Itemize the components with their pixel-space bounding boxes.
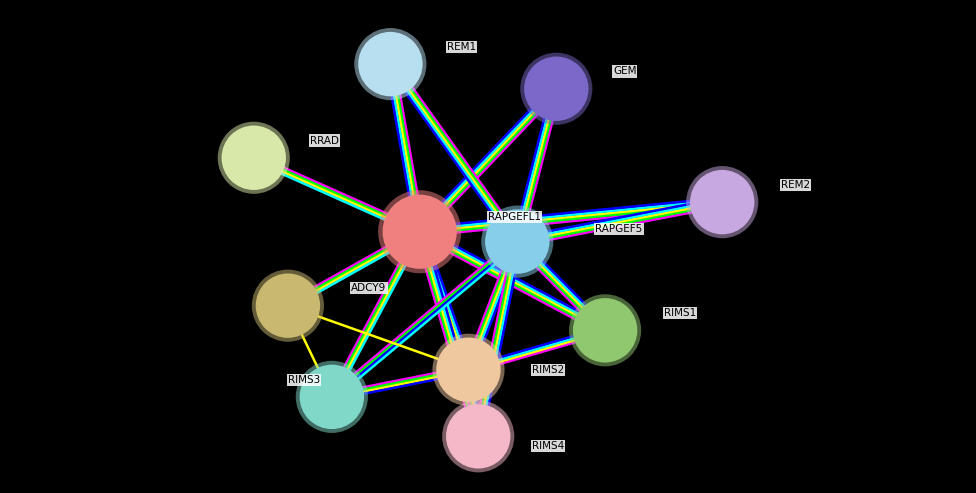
Circle shape	[300, 365, 364, 429]
Text: RIMS4: RIMS4	[532, 441, 564, 451]
Circle shape	[432, 334, 505, 406]
Circle shape	[524, 57, 589, 121]
Circle shape	[481, 206, 553, 278]
Text: RIMS1: RIMS1	[664, 308, 696, 318]
Circle shape	[358, 32, 423, 96]
Circle shape	[378, 190, 462, 273]
Circle shape	[436, 338, 501, 402]
Text: ADCY9: ADCY9	[351, 283, 386, 293]
Text: RIMS3: RIMS3	[288, 375, 320, 385]
Text: GEM: GEM	[613, 67, 636, 76]
Circle shape	[573, 298, 637, 362]
Circle shape	[354, 28, 427, 100]
Text: RAPGEF5: RAPGEF5	[595, 224, 642, 234]
Text: REM1: REM1	[447, 42, 476, 52]
Text: REM2: REM2	[781, 180, 810, 190]
Circle shape	[485, 210, 549, 274]
Text: RRAD: RRAD	[310, 136, 340, 145]
Circle shape	[446, 404, 510, 468]
Text: RIMS2: RIMS2	[532, 365, 564, 375]
Circle shape	[218, 122, 290, 194]
Circle shape	[383, 195, 457, 269]
Circle shape	[256, 274, 320, 338]
Circle shape	[520, 53, 592, 125]
Circle shape	[569, 294, 641, 366]
Circle shape	[222, 126, 286, 190]
Text: RAPGEFL1: RAPGEFL1	[488, 212, 541, 222]
Circle shape	[252, 270, 324, 342]
Circle shape	[296, 361, 368, 433]
Circle shape	[686, 166, 758, 238]
Circle shape	[442, 400, 514, 472]
Circle shape	[690, 170, 754, 234]
